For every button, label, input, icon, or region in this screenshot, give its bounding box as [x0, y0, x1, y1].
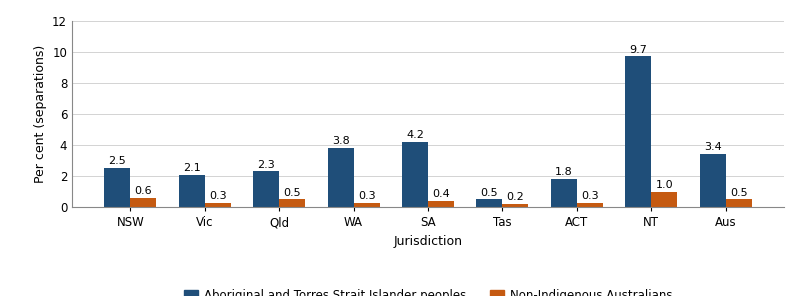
Bar: [354, 202, 380, 207]
Text: 0.3: 0.3: [581, 191, 598, 201]
Bar: [726, 200, 752, 207]
Bar: [428, 201, 454, 207]
Bar: [279, 200, 306, 207]
Text: 0.2: 0.2: [506, 192, 524, 202]
Text: 0.6: 0.6: [134, 186, 152, 196]
Bar: [402, 142, 428, 207]
Bar: [476, 200, 502, 207]
Text: 4.2: 4.2: [406, 130, 424, 140]
Bar: [699, 155, 726, 207]
Text: 2.3: 2.3: [258, 160, 275, 170]
Text: 0.5: 0.5: [481, 188, 498, 197]
Text: 3.8: 3.8: [332, 136, 350, 146]
Text: 1.8: 1.8: [555, 167, 573, 177]
Text: 0.5: 0.5: [730, 188, 747, 197]
Bar: [550, 179, 577, 207]
Text: 2.1: 2.1: [183, 163, 201, 173]
Bar: [625, 57, 651, 207]
Legend: Aboriginal and Torres Strait Islander peoples, Non-Indigenous Australians: Aboriginal and Torres Strait Islander pe…: [179, 284, 677, 296]
Bar: [104, 168, 130, 207]
Y-axis label: Per cent (separations): Per cent (separations): [34, 45, 46, 183]
Text: 0.4: 0.4: [432, 189, 450, 199]
Text: 1.0: 1.0: [655, 180, 673, 190]
Bar: [577, 202, 603, 207]
Text: 0.5: 0.5: [283, 188, 301, 197]
Text: 2.5: 2.5: [109, 157, 126, 166]
Text: 0.3: 0.3: [209, 191, 226, 201]
Bar: [253, 171, 279, 207]
Bar: [651, 192, 678, 207]
Bar: [178, 175, 205, 207]
Bar: [130, 198, 157, 207]
Text: 9.7: 9.7: [630, 45, 647, 54]
Text: 3.4: 3.4: [704, 142, 722, 152]
Bar: [327, 148, 354, 207]
Bar: [205, 202, 231, 207]
Text: 0.3: 0.3: [358, 191, 375, 201]
Bar: [502, 204, 529, 207]
X-axis label: Jurisdiction: Jurisdiction: [394, 235, 462, 248]
